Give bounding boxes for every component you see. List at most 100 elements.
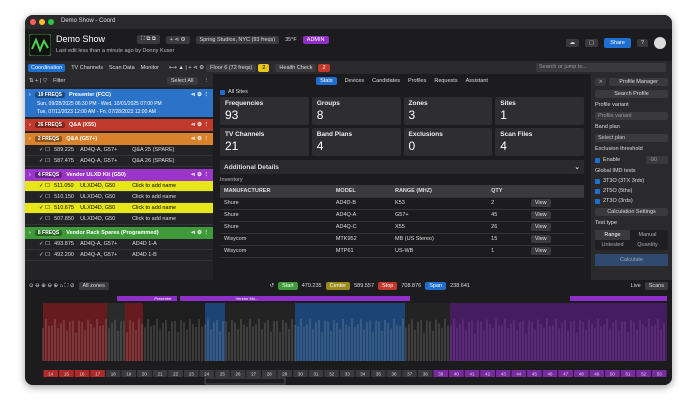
test-type[interactable]: Range — [595, 230, 630, 240]
venue-select[interactable]: Spring Studios, NYC (93 freqs) — [195, 35, 280, 44]
channel-cell — [105, 370, 121, 377]
freq-row[interactable]: ✓ ☐ 510.675 ULXD4D, G50 Click to add name — [25, 203, 213, 214]
center-tab[interactable]: Candidates — [372, 77, 400, 84]
band-select[interactable]: Select plan — [595, 134, 668, 142]
profile-manager[interactable]: Profile Manager — [609, 78, 668, 86]
zones[interactable]: All zones — [78, 282, 109, 290]
share-button[interactable]: Share — [604, 38, 631, 48]
filter[interactable]: Filter — [53, 77, 66, 84]
channel-label: 51 — [625, 372, 631, 377]
region — [107, 303, 125, 361]
stat-card: Zones 3 — [403, 97, 493, 125]
enable[interactable]: Enable — [603, 157, 621, 163]
logo — [29, 34, 51, 56]
cell: AD4Q-C — [331, 221, 391, 234]
checkbox[interactable] — [595, 198, 600, 204]
live[interactable]: Live — [630, 283, 641, 289]
group-count: 19 FREQS — [34, 92, 66, 98]
view-button[interactable]: View — [530, 211, 551, 219]
channel-label: 36 — [391, 372, 397, 377]
test-type[interactable]: Manual — [638, 232, 657, 238]
channel-cell — [277, 370, 293, 377]
group-header[interactable]: › 4 FREQS Vendor ULXD Kit (G50) ⋖ ⚙ ⋮ — [25, 169, 213, 181]
scans[interactable]: Scans — [644, 282, 668, 290]
freq-row[interactable]: ✓ ☐ 507.850 ULXD4D, G50 Click to add name — [25, 214, 213, 225]
channel-cell — [620, 370, 636, 377]
channel-label: 29 — [282, 372, 288, 377]
center-tab[interactable]: Devices — [344, 77, 365, 84]
checkbox[interactable] — [595, 188, 600, 194]
threshold-value[interactable]: -90 — [646, 156, 668, 164]
group-header[interactable]: › 2 FREQS Q&A (G57+) ⋖ ⚙ ⋮ — [25, 133, 213, 145]
tab[interactable]: Monitor — [140, 64, 160, 71]
search-box[interactable]: Search or jump to... — [536, 63, 666, 72]
cell: 26 — [487, 221, 527, 234]
help[interactable]: ? — [636, 39, 648, 47]
group-header[interactable]: › 8 FREQS Vendor Rack Spares (Programmed)… — [25, 227, 213, 239]
stat-card: TV Channels 21 — [220, 128, 309, 156]
channel-cell — [542, 370, 558, 377]
avatar[interactable] — [654, 37, 666, 49]
center-tab[interactable]: Assistant — [465, 77, 488, 84]
spectrum-toolbar: ⊙ ⊖ ⊕ ⊖ ⊕ ⌂ ⛶ ⊘ All zones ↺ Start 470.235 … — [25, 280, 672, 292]
group-date: Tue, 07/11/2023 12:00 AM - Fri, 07/28/20… — [25, 109, 213, 117]
freq-cell: Q&A 26 (SPARE) — [132, 158, 175, 164]
freq-row[interactable]: ✓ ☐ 493.875 AD4Q-A, G57+ AD4D 1-A — [25, 239, 213, 250]
stop-value: 708.876 — [401, 283, 422, 289]
channel-cell — [230, 370, 246, 377]
cell: Wisycom — [220, 233, 332, 246]
chat[interactable]: ▢ — [585, 39, 599, 47]
tool-add[interactable]: + ⋖ ⚙ — [165, 35, 190, 44]
channel-cell — [215, 370, 230, 377]
view-button[interactable]: View — [530, 223, 551, 231]
show-title: Demo Show — [56, 34, 106, 44]
column-header — [526, 185, 584, 198]
channel-label: 49 — [594, 372, 600, 377]
center-tab[interactable]: Stats — [316, 76, 337, 85]
channel-label: 17 — [95, 372, 101, 377]
view-button[interactable]: View — [530, 247, 551, 255]
tab[interactable]: Coordination — [28, 63, 66, 72]
tab[interactable]: Scan Data — [108, 64, 135, 71]
channel-cell — [527, 370, 542, 377]
freq-row[interactable]: ✓ ☐ 492.200 AD4Q-A, G57+ AD4D 1-B — [25, 250, 213, 261]
freq-row[interactable]: ✓ ☐ 589.225 AD4Q-A, G57+ Q&A 25 (SPARE) — [25, 145, 213, 156]
center-tab[interactable]: Profiles — [408, 77, 427, 84]
channel-label: 45 — [532, 372, 538, 377]
center-tab[interactable]: Requests — [434, 77, 458, 84]
variant-label: Profile variant — [595, 102, 629, 108]
calc-settings[interactable]: Calculation Settings — [595, 208, 668, 216]
view-button[interactable]: View — [530, 199, 551, 207]
group-header[interactable]: › 26 FREQS Q&A (X55) ⋖ ⚙ ⋮ — [25, 119, 213, 131]
list-toolbar: ⇅ + | ▽ Filter Select All ⋮ — [25, 74, 213, 87]
tab[interactable]: TV Channels — [71, 64, 103, 71]
test-type[interactable]: Quantity — [637, 242, 658, 248]
variant-input[interactable]: Profile variant — [595, 112, 668, 120]
tool-buttons[interactable]: ⛶ ⧉ ⧉ — [137, 35, 160, 44]
freq-row[interactable]: ✓ ☐ 510.150 ULXD4D, G50 Click to add name — [25, 192, 213, 203]
freq-row[interactable]: ✓ ☐ 587.475 AD4Q-A, G57+ Q&A 26 (SPARE) — [25, 156, 213, 167]
group-header[interactable]: › 19 FREQS Presenter (FCC) ⋖ ⚙ ⋮ — [25, 89, 213, 101]
select-all[interactable]: Select All — [166, 76, 198, 85]
checkbox[interactable] — [595, 178, 600, 184]
freq-cell: 587.475 — [54, 158, 74, 164]
view-button[interactable]: View — [530, 235, 551, 243]
threshold-label: Exclusion threshold — [595, 146, 643, 152]
channel-cell — [371, 370, 386, 377]
health-check[interactable]: Health Check — [275, 63, 317, 72]
test-type[interactable]: Untested — [601, 242, 624, 248]
channel-label: 47 — [563, 372, 569, 377]
test-type-label: Test type — [595, 220, 618, 226]
all-sites-label: All Sites — [228, 89, 248, 95]
stat-card: Band Plans 4 — [311, 128, 401, 156]
region — [405, 303, 450, 361]
freq-row[interactable]: ✓ ☐ 511.050 ULXD4D, G50 Click to add name — [25, 181, 213, 192]
search-profile[interactable]: Search Profile — [595, 90, 668, 98]
band — [117, 296, 177, 301]
calculate-button[interactable]: Calculate — [595, 254, 668, 266]
stat-label: Exclusions — [408, 131, 443, 138]
cloud[interactable]: ☁ — [565, 39, 580, 47]
zone-select[interactable]: Floor 6 (72 freqs) — [206, 63, 257, 72]
band — [180, 296, 410, 301]
channel-cell — [464, 370, 480, 377]
